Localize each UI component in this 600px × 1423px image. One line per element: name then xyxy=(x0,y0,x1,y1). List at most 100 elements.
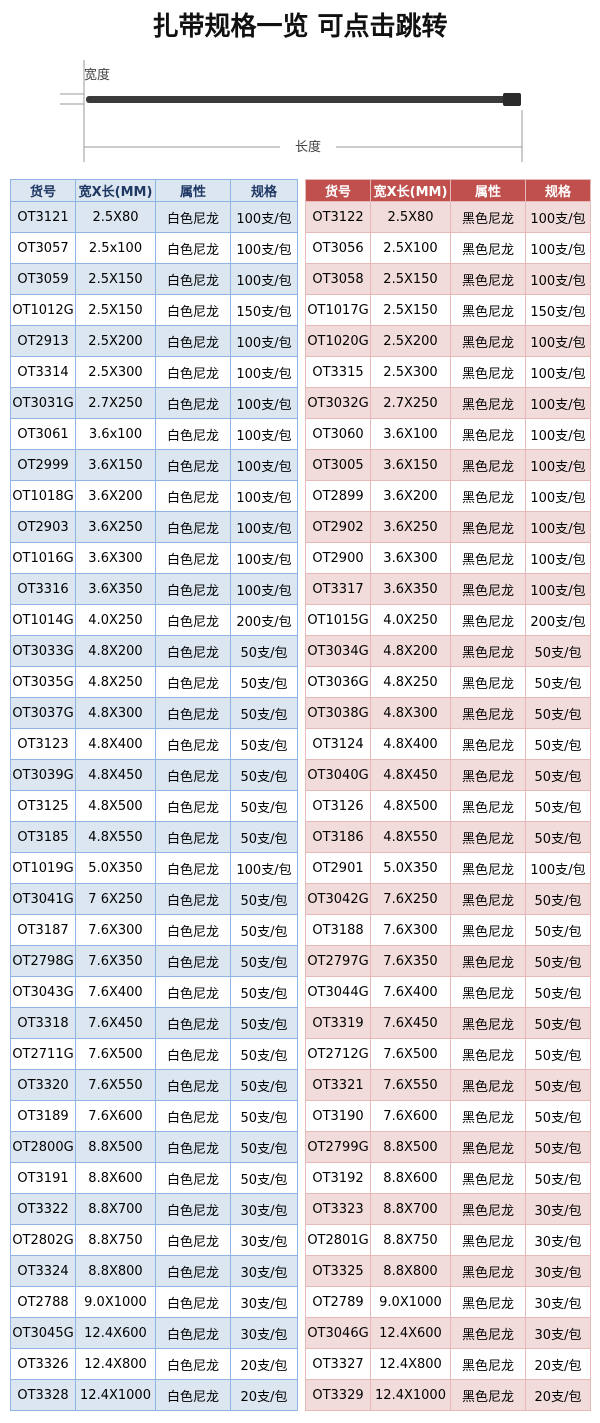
width-label: 宽度 xyxy=(84,67,110,83)
table-cell: 白色尼龙 xyxy=(155,1255,231,1287)
table-cell: 白色尼龙 xyxy=(155,1131,231,1163)
table-cell: 黑色尼龙 xyxy=(450,511,526,543)
table-cell: 12.4X800 xyxy=(370,1348,451,1380)
table-cell: 2.5X300 xyxy=(75,356,156,388)
cable-tie-diagram: 宽度 长度 xyxy=(60,60,523,162)
table-cell: 100支/包 xyxy=(230,263,298,295)
table-cell: OT3005 xyxy=(305,449,371,481)
table-row: OT3318 7.6X450 白色尼龙 50支/包 xyxy=(10,1007,298,1039)
table-cell: OT2797G xyxy=(305,945,371,977)
table-cell: 黑色尼龙 xyxy=(450,1069,526,1101)
table-cell: 8.8X700 xyxy=(370,1193,451,1225)
table-cell: 50支/包 xyxy=(230,914,298,946)
cable-tie-strap xyxy=(86,96,506,103)
table-cell: OT3328 xyxy=(10,1379,76,1411)
table-cell: 黑色尼龙 xyxy=(450,1255,526,1287)
table-cell: OT3057 xyxy=(10,232,76,264)
table-cell: 白色尼龙 xyxy=(155,821,231,853)
table-row: OT3046G 12.4X600 黑色尼龙 30支/包 xyxy=(305,1317,591,1349)
table-cell: 白色尼龙 xyxy=(155,666,231,698)
table-cell: 3.6X300 xyxy=(370,542,451,574)
table-cell: 5.0X350 xyxy=(75,852,156,884)
table-cell: 白色尼龙 xyxy=(155,418,231,450)
column-header: 宽X长(MM) xyxy=(75,179,156,202)
table-cell: 4.8X200 xyxy=(75,635,156,667)
table-cell: 黑色尼龙 xyxy=(450,356,526,388)
table-cell: 100支/包 xyxy=(525,263,591,295)
table-cell: 2.5X80 xyxy=(75,201,156,233)
table-row: OT2711G 7.6X500 白色尼龙 50支/包 xyxy=(10,1038,298,1070)
table-cell: OT2802G xyxy=(10,1224,76,1256)
table-cell: 白色尼龙 xyxy=(155,294,231,326)
table-row: OT3316 3.6X350 白色尼龙 100支/包 xyxy=(10,573,298,605)
table-cell: OT3041G xyxy=(10,883,76,915)
table-cell: 30支/包 xyxy=(230,1193,298,1225)
table-cell: 黑色尼龙 xyxy=(450,883,526,915)
table-cell: 白色尼龙 xyxy=(155,1162,231,1194)
column-header: 宽X长(MM) xyxy=(370,179,451,202)
table-cell: 50支/包 xyxy=(230,883,298,915)
table-cell: 白色尼龙 xyxy=(155,263,231,295)
table-cell: 7.6X450 xyxy=(75,1007,156,1039)
table-cell: 7.6X450 xyxy=(370,1007,451,1039)
table-cell: 50支/包 xyxy=(230,945,298,977)
table-cell: 50支/包 xyxy=(525,883,591,915)
table-cell: OT3320 xyxy=(10,1069,76,1101)
table-cell: OT1019G xyxy=(10,852,76,884)
table-cell: 白色尼龙 xyxy=(155,201,231,233)
table-cell: 2.5X150 xyxy=(370,263,451,295)
table-row: OT3326 12.4X800 白色尼龙 20支/包 xyxy=(10,1348,298,1380)
table-cell: 白色尼龙 xyxy=(155,883,231,915)
table-cell: OT1017G xyxy=(305,294,371,326)
table-cell: 白色尼龙 xyxy=(155,697,231,729)
table-cell: 50支/包 xyxy=(525,1038,591,1070)
table-row: OT3322 8.8X700 白色尼龙 30支/包 xyxy=(10,1193,298,1225)
table-cell: 白色尼龙 xyxy=(155,449,231,481)
table-cell: 100支/包 xyxy=(230,480,298,512)
table-row: OT3192 8.8X600 黑色尼龙 50支/包 xyxy=(305,1162,591,1194)
table-cell: 4.0X250 xyxy=(370,604,451,636)
table-row: OT3041G 7 6X250 白色尼龙 50支/包 xyxy=(10,883,298,915)
table-cell: 8.8X750 xyxy=(370,1224,451,1256)
table-cell: 50支/包 xyxy=(230,1007,298,1039)
table-cell: OT3191 xyxy=(10,1162,76,1194)
table-cell: 黑色尼龙 xyxy=(450,1038,526,1070)
table-cell: 白色尼龙 xyxy=(155,1348,231,1380)
table-row: OT3045G 12.4X600 白色尼龙 30支/包 xyxy=(10,1317,298,1349)
table-row: OT3036G 4.8X250 黑色尼龙 50支/包 xyxy=(305,666,591,698)
table-cell: 50支/包 xyxy=(525,666,591,698)
table-cell: OT3123 xyxy=(10,728,76,760)
table-cell: OT3185 xyxy=(10,821,76,853)
table-cell: OT3314 xyxy=(10,356,76,388)
table-row: OT3328 12.4X1000 白色尼龙 20支/包 xyxy=(10,1379,298,1411)
table-cell: 白色尼龙 xyxy=(155,325,231,357)
table-cell: 黑色尼龙 xyxy=(450,1162,526,1194)
table-cell: OT3322 xyxy=(10,1193,76,1225)
table-cell: OT3319 xyxy=(305,1007,371,1039)
table-cell: 白色尼龙 xyxy=(155,790,231,822)
table-cell: 白色尼龙 xyxy=(155,914,231,946)
table-cell: 20支/包 xyxy=(525,1379,591,1411)
table-cell: 白色尼龙 xyxy=(155,852,231,884)
table-cell: 3.6X300 xyxy=(75,542,156,574)
table-cell: 4.8X550 xyxy=(75,821,156,853)
table-cell: OT1012G xyxy=(10,294,76,326)
table-cell: 50支/包 xyxy=(525,914,591,946)
table-cell: 7 6X250 xyxy=(75,883,156,915)
table-cell: OT3059 xyxy=(10,263,76,295)
table-cell: OT3056 xyxy=(305,232,371,264)
table-cell: OT1015G xyxy=(305,604,371,636)
table-cell: 200支/包 xyxy=(525,604,591,636)
table-cell: OT3037G xyxy=(10,697,76,729)
table-cell: OT2798G xyxy=(10,945,76,977)
table-cell: OT3321 xyxy=(305,1069,371,1101)
table-cell: 8.8X800 xyxy=(75,1255,156,1287)
table-row: OT3039G 4.8X450 白色尼龙 50支/包 xyxy=(10,759,298,791)
table-row: OT2800G 8.8X500 白色尼龙 50支/包 xyxy=(10,1131,298,1163)
table-cell: 50支/包 xyxy=(525,821,591,853)
table-cell: OT3124 xyxy=(305,728,371,760)
table-cell: 3.6X350 xyxy=(75,573,156,605)
table-cell: 2.5X80 xyxy=(370,201,451,233)
table-row: OT2801G 8.8X750 黑色尼龙 30支/包 xyxy=(305,1224,591,1256)
table-cell: 12.4X1000 xyxy=(370,1379,451,1411)
